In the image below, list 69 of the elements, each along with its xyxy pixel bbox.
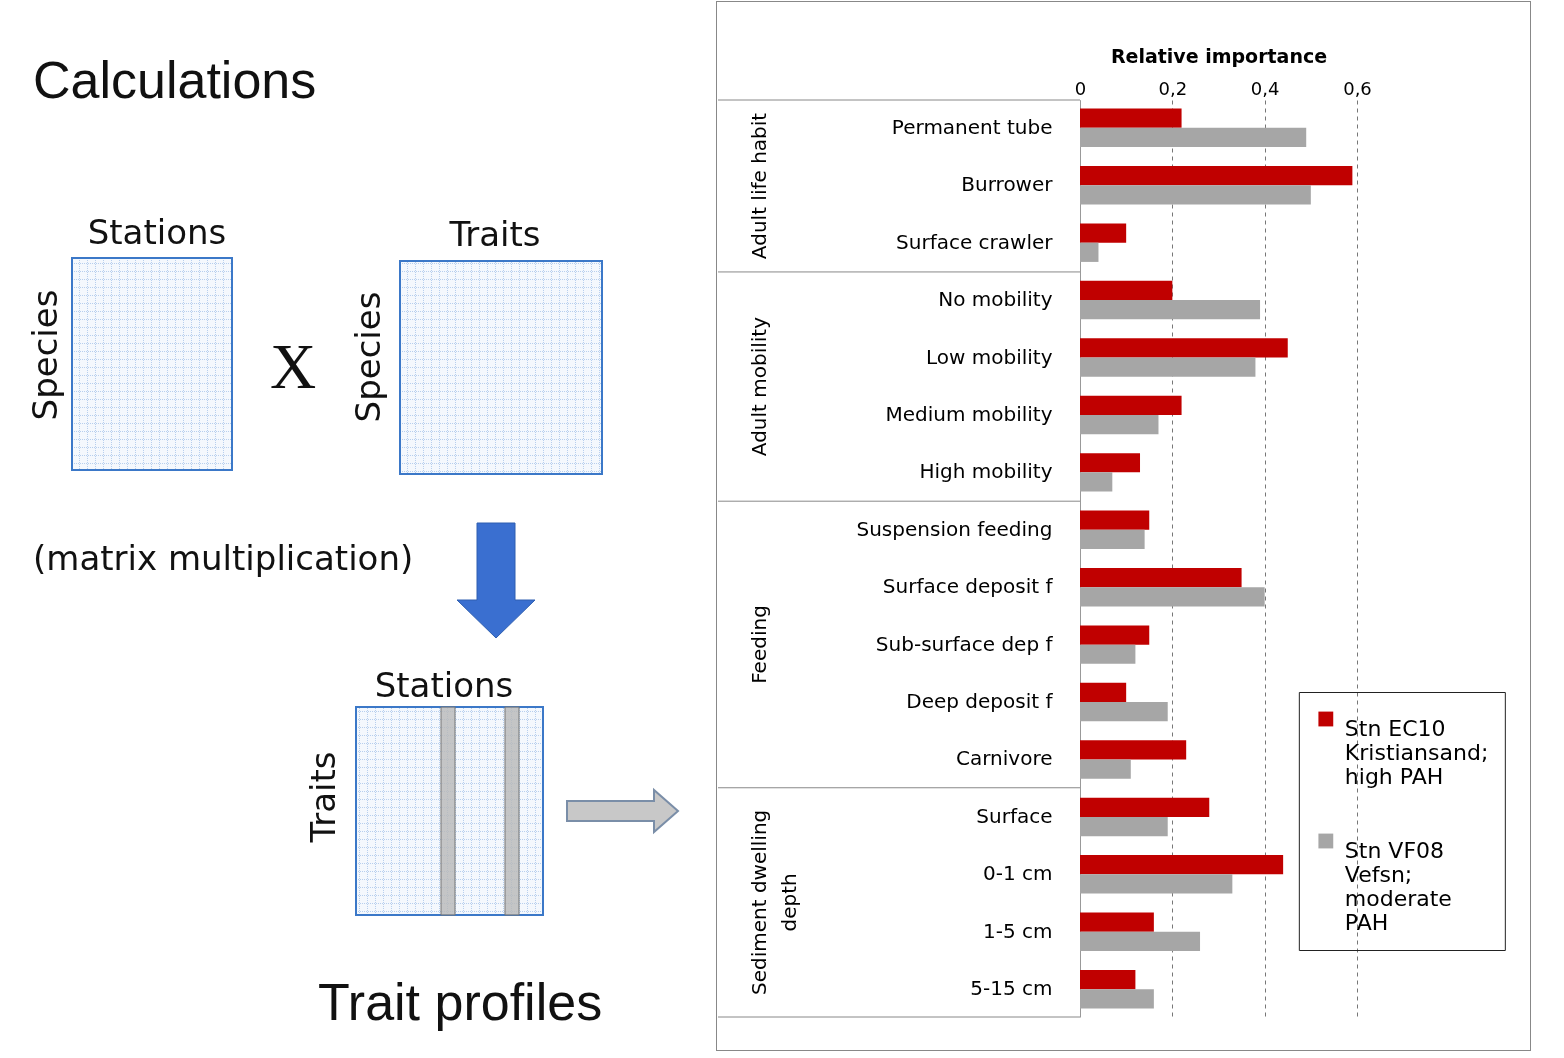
bar — [1080, 874, 1233, 894]
bar — [1080, 682, 1127, 703]
x-tick-label: 0,6 — [1343, 77, 1372, 99]
bar — [1080, 969, 1136, 990]
bar — [1080, 300, 1261, 320]
y-tick-label: Surface crawler — [896, 229, 1054, 254]
text: Species — [25, 289, 65, 421]
y-tick-label: 0-1 cm — [982, 861, 1053, 886]
bar — [1080, 357, 1256, 377]
y-tick-label: Surface — [976, 803, 1053, 828]
bar — [1080, 338, 1288, 358]
bar — [1080, 280, 1173, 301]
text: Traits — [448, 214, 541, 254]
y-tick-label: Low mobility — [925, 344, 1053, 369]
legend-label: Stn VF08 Vefsn; moderate PAH — [1344, 838, 1452, 935]
bar — [1080, 453, 1141, 473]
y-tick-label: High mobility — [919, 459, 1053, 484]
x-axis-title: Relative importance — [1110, 44, 1328, 67]
bar — [1080, 395, 1182, 415]
bar — [1080, 644, 1136, 664]
bar — [1080, 587, 1265, 607]
bar — [1080, 989, 1154, 1009]
text: Adult life habit — [747, 112, 771, 260]
x-tick-label: 0,4 — [1250, 77, 1280, 99]
y-tick-label: Burrower — [961, 172, 1054, 197]
bar — [1080, 414, 1159, 435]
bar — [1080, 242, 1099, 262]
text: Stations — [374, 665, 514, 705]
x-tick-label: 0,2 — [1158, 77, 1188, 99]
bar — [1080, 625, 1150, 645]
text: Traits — [303, 751, 343, 844]
bar — [1080, 108, 1182, 128]
bar — [1080, 855, 1284, 875]
text: Species — [348, 291, 388, 423]
bar — [1080, 185, 1311, 205]
bar — [1080, 931, 1201, 951]
bar — [1080, 567, 1242, 588]
text: Adult mobility — [747, 316, 771, 457]
bar — [1080, 529, 1145, 550]
y-tick-label: Deep deposit f — [906, 689, 1054, 714]
y-tick-label: 5-15 cm — [970, 976, 1053, 1001]
text: Calculations — [33, 51, 317, 109]
y-tick-label: Permanent tube — [891, 114, 1053, 139]
bar — [1080, 166, 1353, 186]
text: Trait profiles — [318, 973, 603, 1031]
y-tick-label: No mobility — [938, 287, 1053, 312]
bar — [1080, 797, 1210, 817]
y-tick-label: 1-5 cm — [982, 918, 1053, 943]
bar — [1080, 740, 1187, 760]
text: Sediment dwelling depth — [747, 809, 801, 996]
text: (matrix multiplication) — [33, 538, 414, 578]
y-tick-label: Suspension feeding — [856, 516, 1053, 541]
x-tick-label: 0 — [1074, 77, 1087, 99]
bar — [1080, 510, 1150, 530]
text: Stations — [87, 212, 227, 252]
text: Feeding — [747, 605, 771, 684]
bar — [1080, 127, 1307, 148]
bar — [1080, 702, 1168, 722]
legend-label: Stn EC10 Kristiansand; high PAH — [1344, 716, 1489, 789]
bar — [1080, 912, 1154, 932]
y-tick-label: Carnivore — [956, 746, 1053, 771]
y-tick-label: Surface deposit f — [882, 574, 1054, 599]
bar — [1080, 759, 1131, 779]
text: X — [269, 331, 317, 402]
y-tick-label: Sub-surface dep f — [875, 631, 1054, 656]
y-tick-label: Medium mobility — [885, 401, 1053, 426]
bar — [1080, 223, 1127, 243]
bar — [1080, 472, 1113, 492]
bar — [1080, 816, 1168, 837]
